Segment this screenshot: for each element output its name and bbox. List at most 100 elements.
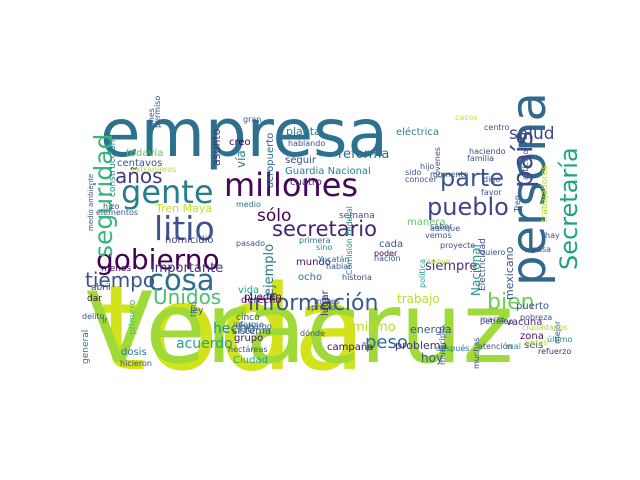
word-electricidad: Electricidad <box>478 238 488 291</box>
word-meses: meses <box>314 297 340 306</box>
word-problema: problema <box>395 339 447 352</box>
word-puerto: puerto <box>516 301 549 312</box>
word-tren: Tren <box>513 195 522 213</box>
word-toda: toda <box>100 259 366 397</box>
word-vacuna: vacuna <box>506 317 542 328</box>
word-ejemplo: ejemplo <box>262 244 277 296</box>
word-reforma: reforma <box>338 147 389 162</box>
word-empresa: empresa <box>100 95 388 172</box>
word-centavos: centavos <box>117 158 162 169</box>
word-extranjeros: extranjeros <box>131 165 176 174</box>
word-marzo: marzo <box>480 315 505 324</box>
word-asunto: asunto <box>210 128 223 166</box>
word-politica: política <box>418 259 427 288</box>
word-mexicano: mexicano <box>503 246 516 300</box>
word-articulo: artículo <box>521 150 530 180</box>
word-ir: ir <box>102 316 108 325</box>
word-vida: vida <box>238 285 259 296</box>
word-saber: saber <box>430 222 453 231</box>
word-embargo: embargo <box>236 322 272 331</box>
word-mundo: mundo <box>296 257 331 268</box>
word-seguridad: seguridad <box>89 134 118 258</box>
word-haciendo: haciendo <box>469 147 506 156</box>
word-apoyo: apoyo <box>426 257 451 266</box>
word-nacion: nación <box>374 253 401 263</box>
word-ocho: ocho <box>298 272 322 283</box>
word-cloud-background <box>80 111 580 369</box>
word-centro: centro <box>484 123 510 132</box>
word-hecho: hecho <box>213 321 256 337</box>
word-tren-maya: Tren Maya <box>155 202 212 215</box>
word-gran: gran <box>243 115 261 124</box>
word-ley: ley <box>190 306 204 316</box>
word-construccion: construcción <box>107 140 118 197</box>
word-peso: peso <box>365 332 408 353</box>
word-zona: zona <box>520 331 544 342</box>
word-ciudad: Ciudad <box>233 355 268 366</box>
word-parte: parte <box>440 164 504 192</box>
word-medio: medio <box>236 200 261 209</box>
word-mes: mes <box>147 108 156 125</box>
word-unidos: Unidos <box>153 285 221 309</box>
word-hablar: hablar <box>326 262 352 271</box>
word-hizo: hizo <box>103 202 119 211</box>
word-via: vía <box>234 150 248 168</box>
word-donde: dónde <box>300 328 325 338</box>
word-veracruz: Veracruz <box>86 272 514 386</box>
word-vemos: vemos <box>425 231 452 240</box>
word-despues: después <box>436 343 469 353</box>
word-casos: casos <box>455 113 478 122</box>
word-precio: precio <box>311 303 336 312</box>
word-manera: manera <box>407 217 446 228</box>
word-secretario: secretario <box>272 217 377 241</box>
word-quiero: quiero <box>480 248 505 257</box>
word-importante: importante <box>151 261 223 276</box>
word-comision-federal: Comisión Federal <box>344 206 354 275</box>
word-gente: gente <box>121 173 214 211</box>
word-conocer: conocer <box>405 175 438 184</box>
word-general: general <box>81 330 91 364</box>
word-hablando: hablando <box>288 139 325 148</box>
word-elementos: elementos <box>96 208 138 217</box>
word-trabajo: trabajo <box>397 292 440 306</box>
word-mejor: mejor <box>553 320 562 344</box>
word-dar: dar <box>87 294 102 304</box>
word-digo: digo <box>483 175 500 184</box>
word-cosa: cosa <box>148 263 215 297</box>
word-municipio: municipio <box>438 326 447 365</box>
word-salud: salud <box>509 124 555 144</box>
word-pais: país <box>506 131 539 188</box>
word-grupo: grupo <box>234 333 263 344</box>
word-seis: seis <box>524 340 543 351</box>
word-menos: menos <box>101 264 132 274</box>
word-delito: delito <box>82 312 105 321</box>
word-bien: bien <box>487 290 535 315</box>
word-obras: obras <box>525 338 547 347</box>
word-favor: favor <box>481 188 502 197</box>
word-siempre: siempre <box>425 259 477 274</box>
word-permiso: permiso <box>153 96 162 128</box>
word-pueblo: pueblo <box>427 193 509 221</box>
word-aeropuerto: aeropuerto <box>265 133 276 188</box>
word-trabajadores: trabajadores <box>540 165 550 222</box>
word-tipo: tipo <box>189 302 198 317</box>
word-medio-ambiente: medio ambiente <box>87 174 95 231</box>
word-planta: planta <box>286 125 321 138</box>
word-todavia: todavía <box>126 147 163 159</box>
word-seguir: seguir <box>285 155 317 166</box>
word-guardia-nacional: Guardia Nacional <box>285 166 371 177</box>
word-cinco: cinco <box>236 313 260 323</box>
word-jovenes: jóvenes <box>432 147 442 179</box>
word-tiempo: tiempo <box>85 268 155 292</box>
word-aunque: aunque <box>430 224 460 233</box>
word-solo: sólo <box>257 206 291 226</box>
word-ultimo: último <box>547 335 572 344</box>
word-anos: años <box>115 164 163 188</box>
word-hectareas: hectáreas <box>228 345 268 354</box>
word-yucatan: Yucatán <box>317 255 349 264</box>
word-poder: poder <box>374 249 398 258</box>
word-millones: millones <box>224 166 358 204</box>
word-historia: historia <box>342 273 372 282</box>
